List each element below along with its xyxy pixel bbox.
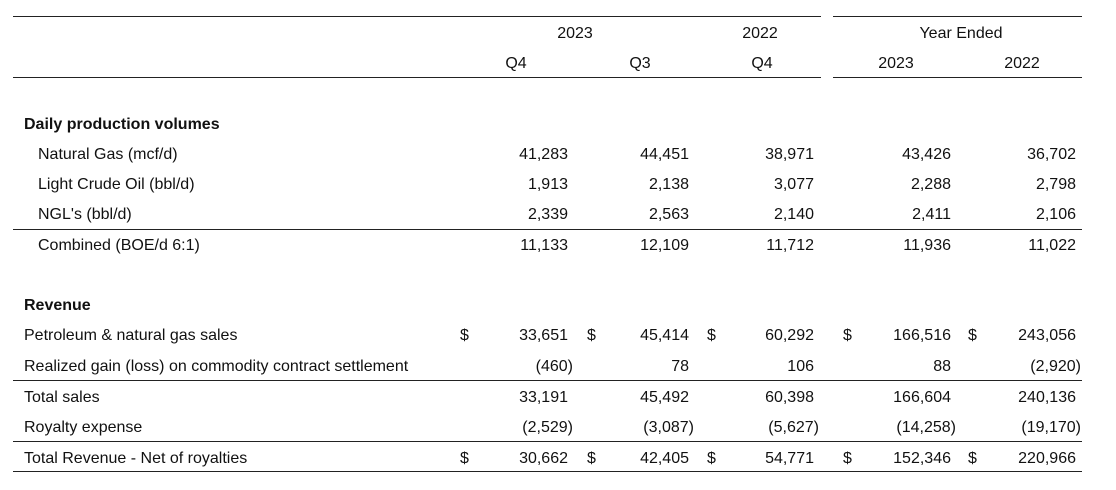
cell-value: (5,627) <box>768 419 819 436</box>
cell-value: 11,022 <box>1028 237 1076 254</box>
row-label: Combined (BOE/d 6:1) <box>38 237 200 254</box>
cell-value: (460) <box>535 358 573 375</box>
cell-value: (2,920) <box>1030 358 1081 375</box>
cell-value: 30,662 <box>519 450 568 467</box>
row-label: Light Crude Oil (bbl/d) <box>38 176 195 193</box>
cell-value: 11,712 <box>766 237 814 254</box>
column-header: 2022 <box>1004 55 1040 72</box>
rule <box>833 16 1082 17</box>
cell-value: 44,451 <box>640 146 689 163</box>
cell-value: (14,258) <box>896 419 956 436</box>
cell-value: 106 <box>787 358 814 375</box>
cell-value: 2,106 <box>1035 206 1076 223</box>
row-label: Natural Gas (mcf/d) <box>38 146 178 163</box>
cell-value: 166,604 <box>893 389 951 406</box>
row-label: Petroleum & natural gas sales <box>24 327 238 344</box>
cell-value: 45,492 <box>640 389 689 406</box>
row-label: NGL's (bbl/d) <box>38 206 132 223</box>
cell-value: 60,398 <box>765 389 814 406</box>
cell-value: 33,651 <box>519 327 568 344</box>
cell-value: (3,087) <box>643 419 694 436</box>
group-header: Year Ended <box>919 25 1003 42</box>
currency-sign: $ <box>968 450 977 467</box>
currency-sign: $ <box>460 327 469 344</box>
cell-value: 1,913 <box>527 176 568 193</box>
cell-value: 42,405 <box>640 450 689 467</box>
cell-value: 41,283 <box>519 146 568 163</box>
cell-value: 38,971 <box>765 146 814 163</box>
currency-sign: $ <box>587 450 596 467</box>
currency-sign: $ <box>587 327 596 344</box>
cell-value: 152,346 <box>893 450 951 467</box>
cell-value: 45,414 <box>640 327 689 344</box>
cell-value: 43,426 <box>902 146 951 163</box>
rule <box>13 471 1082 472</box>
row-label: Total Revenue - Net of royalties <box>24 450 248 467</box>
cell-value: 166,516 <box>893 327 951 344</box>
currency-sign: $ <box>460 450 469 467</box>
cell-value: 220,966 <box>1018 450 1076 467</box>
cell-value: 88 <box>933 358 951 375</box>
rule <box>13 380 1082 381</box>
currency-sign: $ <box>707 450 716 467</box>
currency-sign: $ <box>843 450 852 467</box>
column-header: 2023 <box>878 55 914 72</box>
group-header: 2023 <box>557 25 593 42</box>
column-header: Q3 <box>629 55 651 72</box>
group-header: 2022 <box>742 25 778 42</box>
cell-value: 243,056 <box>1018 327 1076 344</box>
section-title: Daily production volumes <box>24 116 220 133</box>
cell-value: 33,191 <box>519 389 568 406</box>
cell-value: (2,529) <box>522 419 573 436</box>
cell-value: 2,411 <box>912 206 951 223</box>
currency-sign: $ <box>843 327 852 344</box>
cell-value: 54,771 <box>765 450 814 467</box>
column-header: Q4 <box>751 55 773 72</box>
cell-value: 11,133 <box>520 237 568 254</box>
cell-value: (19,170) <box>1021 419 1081 436</box>
cell-value: 78 <box>671 358 689 375</box>
section-title: Revenue <box>24 297 91 314</box>
cell-value: 12,109 <box>640 237 689 254</box>
cell-value: 2,339 <box>527 206 568 223</box>
cell-value: 2,138 <box>648 176 689 193</box>
rule <box>13 441 1082 442</box>
cell-value: 11,936 <box>903 237 951 254</box>
row-label: Royalty expense <box>24 419 143 436</box>
row-label: Realized gain (loss) on commodity contra… <box>24 358 409 375</box>
row-label: Total sales <box>24 389 100 406</box>
rule <box>833 77 1082 78</box>
cell-value: 3,077 <box>773 176 814 193</box>
column-header: Q4 <box>505 55 527 72</box>
cell-value: 2,798 <box>1035 176 1076 193</box>
cell-value: 240,136 <box>1018 389 1076 406</box>
currency-sign: $ <box>707 327 716 344</box>
cell-value: 2,563 <box>648 206 689 223</box>
rule <box>13 77 821 78</box>
cell-value: 60,292 <box>765 327 814 344</box>
currency-sign: $ <box>968 327 977 344</box>
cell-value: 2,140 <box>773 206 814 223</box>
cell-value: 36,702 <box>1027 146 1076 163</box>
rule <box>13 229 1082 230</box>
cell-value: 2,288 <box>910 176 951 193</box>
rule <box>13 16 821 17</box>
